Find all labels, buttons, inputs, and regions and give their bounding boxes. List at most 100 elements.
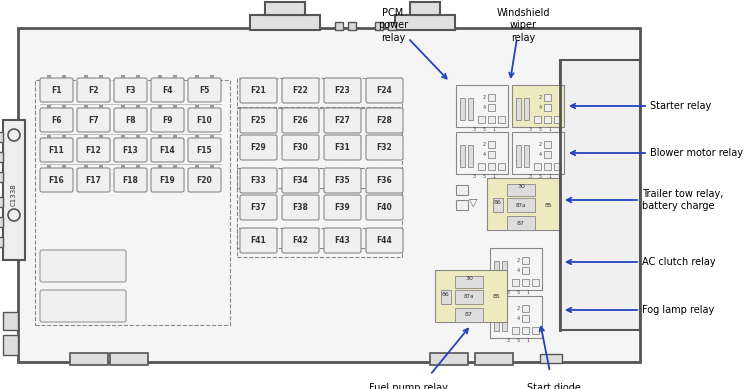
Bar — [468, 145, 473, 167]
Bar — [3, 120, 25, 260]
Bar — [237, 78, 402, 107]
Text: F44: F44 — [377, 236, 393, 245]
Bar — [18, 28, 640, 362]
Text: 3: 3 — [528, 174, 532, 179]
Bar — [522, 279, 529, 286]
Text: 1: 1 — [548, 174, 551, 179]
Text: Start diode: Start diode — [527, 383, 581, 389]
Text: 1: 1 — [548, 127, 551, 132]
Bar — [487, 178, 559, 230]
Bar — [488, 151, 495, 158]
Bar — [498, 116, 505, 123]
Bar — [544, 94, 551, 101]
Bar — [456, 185, 468, 195]
Text: F24: F24 — [377, 86, 393, 95]
Bar — [512, 279, 519, 286]
Bar — [375, 22, 383, 30]
Text: F21: F21 — [251, 86, 266, 95]
Bar — [534, 116, 541, 123]
Bar — [136, 105, 140, 108]
Bar — [478, 116, 485, 123]
Bar — [494, 261, 499, 283]
Bar — [35, 80, 230, 325]
Text: C1338: C1338 — [11, 184, 17, 207]
Text: F17: F17 — [85, 175, 102, 184]
Bar — [0, 132, 3, 142]
Bar — [560, 60, 640, 330]
FancyBboxPatch shape — [366, 135, 403, 160]
FancyBboxPatch shape — [282, 108, 319, 133]
Bar — [475, 353, 513, 365]
Bar — [455, 290, 483, 304]
FancyBboxPatch shape — [40, 250, 126, 282]
FancyBboxPatch shape — [366, 108, 403, 133]
Bar — [210, 135, 214, 138]
Bar — [47, 135, 51, 138]
Text: 85: 85 — [545, 203, 553, 207]
FancyBboxPatch shape — [114, 108, 147, 132]
Text: 2: 2 — [517, 258, 520, 263]
Bar — [237, 168, 402, 248]
Bar — [62, 135, 66, 138]
Text: F8: F8 — [125, 116, 136, 124]
FancyBboxPatch shape — [240, 78, 277, 103]
Bar — [62, 75, 66, 78]
Text: 5: 5 — [539, 174, 542, 179]
Bar — [512, 132, 564, 174]
Bar — [158, 135, 162, 138]
Bar — [62, 165, 66, 168]
Text: F39: F39 — [334, 203, 350, 212]
Bar — [136, 165, 140, 168]
Bar — [395, 15, 455, 30]
FancyBboxPatch shape — [282, 228, 319, 253]
Text: F27: F27 — [334, 116, 350, 125]
Text: 1: 1 — [527, 338, 530, 343]
Bar — [522, 327, 529, 334]
FancyBboxPatch shape — [188, 78, 221, 102]
Text: F15: F15 — [197, 145, 212, 154]
Bar — [158, 165, 162, 168]
Bar — [0, 217, 3, 227]
Text: 3: 3 — [473, 174, 476, 179]
Bar — [488, 104, 495, 111]
Bar — [47, 165, 51, 168]
Text: F37: F37 — [251, 203, 266, 212]
Bar — [544, 141, 551, 148]
Bar — [62, 105, 66, 108]
Text: F38: F38 — [292, 203, 308, 212]
Text: 1: 1 — [492, 127, 496, 132]
Bar — [507, 184, 535, 196]
Text: F18: F18 — [123, 175, 138, 184]
Bar — [493, 198, 503, 212]
Bar — [544, 163, 551, 170]
Bar — [554, 116, 561, 123]
Text: F23: F23 — [334, 86, 350, 95]
Bar — [0, 152, 3, 162]
Bar — [516, 145, 521, 167]
Text: 87: 87 — [465, 312, 473, 317]
FancyBboxPatch shape — [40, 138, 73, 162]
Text: 5: 5 — [516, 338, 520, 343]
Bar — [121, 165, 125, 168]
Bar — [522, 315, 529, 322]
Text: F33: F33 — [251, 176, 266, 185]
Bar — [84, 135, 88, 138]
Text: F30: F30 — [292, 143, 308, 152]
Bar — [488, 141, 495, 148]
FancyBboxPatch shape — [77, 78, 110, 102]
FancyBboxPatch shape — [324, 135, 361, 160]
Bar — [488, 94, 495, 101]
FancyBboxPatch shape — [40, 290, 126, 322]
FancyBboxPatch shape — [188, 138, 221, 162]
Bar — [532, 279, 539, 286]
Text: 30: 30 — [517, 184, 525, 189]
Text: 5: 5 — [539, 127, 542, 132]
Text: F26: F26 — [292, 116, 308, 125]
Text: F22: F22 — [292, 86, 308, 95]
Bar — [121, 75, 125, 78]
Bar — [524, 98, 529, 120]
Text: F5: F5 — [199, 86, 209, 95]
Bar — [410, 2, 440, 15]
FancyBboxPatch shape — [114, 168, 147, 192]
Bar — [0, 197, 3, 207]
